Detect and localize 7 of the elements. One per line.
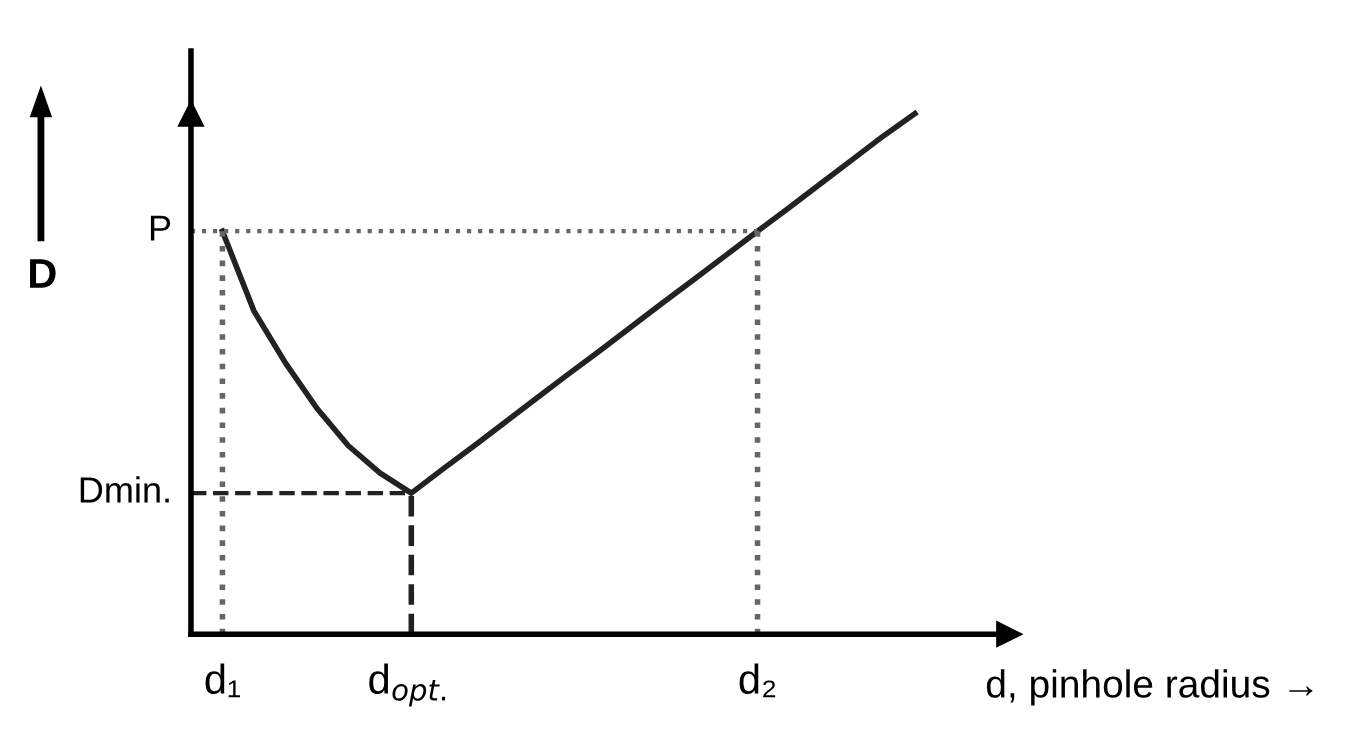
ref-line-label: P (150, 215, 171, 241)
ref-line-label: Dmin. (80, 476, 169, 503)
x-tick-label: d₁ (205, 663, 240, 698)
x-tick-label: d$_{opt.}$ (369, 663, 446, 707)
x-tick-label: d₂ (739, 663, 776, 698)
y-axis-title: D (30, 259, 56, 288)
x-axis-title: d, pinhole radius → (986, 669, 1313, 706)
